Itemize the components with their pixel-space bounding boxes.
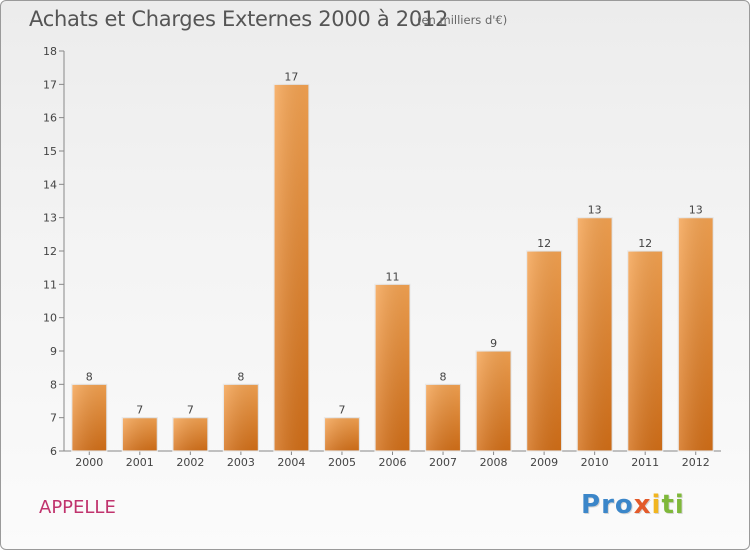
x-tick-label: 2009 [530,456,558,469]
brand-letter: t [661,490,675,520]
y-tick-label: 16 [43,112,57,125]
y-tick-label: 10 [43,312,57,325]
bar-shading [71,384,107,451]
y-tick-label: 17 [43,78,57,91]
bar-shading [172,417,208,451]
x-tick-label: 2003 [227,456,255,469]
bar-shading [375,284,410,451]
commune-name: APPELLE [39,497,116,518]
y-tick-label: 7 [50,412,57,425]
x-tick-label: 2005 [328,456,356,469]
data-label: 12 [537,237,551,250]
bar-shading [627,251,663,451]
x-tick-label: 2000 [75,456,103,469]
y-tick-label: 11 [43,278,57,291]
data-label: 8 [440,370,447,383]
x-tick-label: 2007 [429,456,457,469]
x-tick-label: 2011 [631,456,659,469]
brand-letter: i [651,490,662,520]
brand-letter: i [674,490,685,520]
bar-shading [476,351,512,451]
data-label: 8 [86,370,93,383]
axes: 6 7 8 9 10 11 12 13 14 15 16 17 18 2000 2001 2002 2003 20… [43,45,721,469]
brand-letter: o [614,490,634,520]
data-label: 13 [588,204,602,217]
data-label: 13 [689,204,703,217]
x-tick-label: 2006 [379,456,407,469]
y-tick-label: 13 [43,212,57,225]
y-tick-label: 9 [50,345,57,358]
bar-shading [273,84,309,451]
x-tick-label: 2010 [581,456,609,469]
data-label: 8 [237,370,244,383]
y-tick-label: 15 [43,145,57,158]
brand-letter: P [581,490,602,520]
bar-shading [526,251,562,451]
brand-letter: x [633,490,652,520]
x-tick-label: 2012 [682,456,710,469]
data-label: 7 [136,404,143,417]
bars: 8 7 7 8 17 7 11 8 9 12 13 12 13 [71,70,714,452]
bar-shading [678,217,714,451]
data-label: 12 [638,237,652,250]
data-label: 17 [284,70,298,83]
brand-letter: r [601,490,615,520]
data-label: 11 [386,270,400,283]
y-tick-label: 6 [50,445,57,458]
y-tick-label: 12 [43,245,57,258]
data-label: 7 [187,404,194,417]
bar-shading [122,417,158,451]
y-tick-label: 8 [50,378,57,391]
y-tick-label: 14 [43,178,57,191]
y-tick-label: 18 [43,45,57,58]
chart-unit: (en milliers d'€) [417,13,508,27]
proxiti-logo: Proxiti [581,490,685,520]
data-label: 9 [490,337,497,350]
x-tick-label: 2001 [126,456,154,469]
chart-title: Achats et Charges Externes 2000 à 2012 [29,7,449,31]
bar-shading [223,384,259,451]
data-label: 7 [338,404,345,417]
x-tick-label: 2004 [277,456,305,469]
x-tick-label: 2002 [176,456,204,469]
x-tick-label: 2008 [480,456,508,469]
bar-shading [425,384,461,451]
bar-shading [577,217,613,451]
bar-shading [324,417,360,451]
